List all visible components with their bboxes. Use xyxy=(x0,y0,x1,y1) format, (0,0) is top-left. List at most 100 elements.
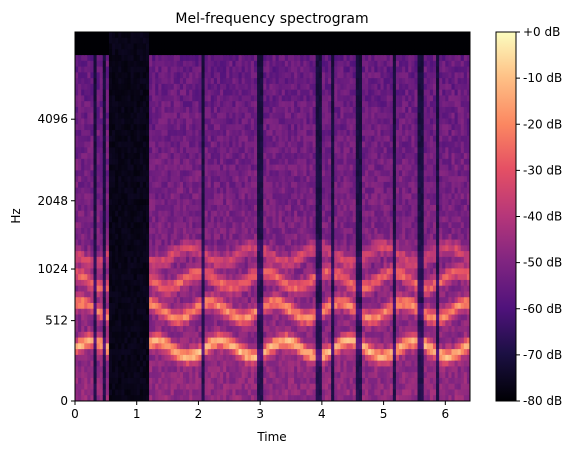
heatmap-cell xyxy=(173,55,178,62)
heatmap-cell xyxy=(260,326,264,333)
heatmap-cell xyxy=(210,95,215,102)
heatmap-cell xyxy=(84,130,88,137)
heatmap-cell xyxy=(235,43,240,50)
heatmap-cell xyxy=(272,49,277,56)
heatmap-cell xyxy=(133,118,138,125)
heatmap-cell xyxy=(297,72,301,79)
heatmap-cell xyxy=(176,279,181,287)
heatmap-cell xyxy=(192,279,196,287)
heatmap-cell xyxy=(226,308,230,316)
heatmap-cell xyxy=(266,170,271,177)
heatmap-cell xyxy=(173,291,178,298)
heatmap-cell xyxy=(149,349,153,356)
heatmap-cell xyxy=(201,135,206,143)
heatmap-cell xyxy=(275,176,280,183)
heatmap-cell xyxy=(260,274,264,281)
heatmap-cell xyxy=(213,101,218,108)
heatmap-cell xyxy=(105,395,110,401)
heatmap-cell xyxy=(306,147,311,154)
heatmap-cell xyxy=(247,124,252,131)
heatmap-cell xyxy=(300,302,304,310)
heatmap-cell xyxy=(179,204,184,212)
heatmap-cell xyxy=(87,354,92,362)
heatmap-cell xyxy=(99,204,104,212)
heatmap-cell xyxy=(118,251,122,258)
heatmap-cell xyxy=(272,187,277,195)
heatmap-cell xyxy=(263,187,267,195)
heatmap-cell xyxy=(192,170,196,177)
heatmap-cell xyxy=(161,383,166,391)
heatmap-cell xyxy=(142,204,147,212)
heatmap-cell xyxy=(247,118,252,125)
heatmap-cell xyxy=(284,216,289,223)
heatmap-cell xyxy=(220,389,224,396)
heatmap-cell xyxy=(75,377,79,385)
heatmap-cell xyxy=(108,66,113,73)
heatmap-cell xyxy=(275,72,280,79)
heatmap-cell xyxy=(173,210,178,218)
heatmap-cell xyxy=(149,43,153,50)
heatmap-cell xyxy=(223,204,227,212)
heatmap-cell xyxy=(90,112,95,120)
heatmap-cell xyxy=(84,349,88,356)
heatmap-cell xyxy=(127,222,132,229)
heatmap-cell xyxy=(189,256,193,264)
heatmap-cell xyxy=(201,251,206,258)
heatmap-cell xyxy=(96,268,101,275)
heatmap-cell xyxy=(133,72,138,79)
heatmap-cell xyxy=(112,158,116,166)
heatmap-cell xyxy=(186,72,190,79)
heatmap-cell xyxy=(213,354,218,362)
heatmap-cell xyxy=(198,302,203,310)
heatmap-cell xyxy=(90,389,95,396)
heatmap-cell xyxy=(300,106,304,114)
heatmap-cell xyxy=(291,89,295,97)
heatmap-cell xyxy=(87,337,92,344)
heatmap-cell xyxy=(179,106,184,114)
heatmap-cell xyxy=(281,383,286,391)
heatmap-cell xyxy=(136,274,141,281)
heatmap-cell xyxy=(210,256,215,264)
heatmap-cell xyxy=(300,101,304,108)
heatmap-cell xyxy=(220,170,224,177)
heatmap-cell xyxy=(306,245,311,252)
heatmap-cell xyxy=(232,101,237,108)
heatmap-cell xyxy=(75,66,79,73)
heatmap-cell xyxy=(87,55,92,62)
heatmap-cell xyxy=(173,360,178,368)
heatmap-cell xyxy=(257,204,261,212)
heatmap-cell xyxy=(105,331,110,339)
heatmap-cell xyxy=(170,274,175,281)
heatmap-cell xyxy=(127,228,132,235)
heatmap-cell xyxy=(235,141,240,148)
heatmap-cell xyxy=(87,83,92,91)
heatmap-cell xyxy=(158,337,163,344)
heatmap-cell xyxy=(201,297,206,304)
heatmap-cell xyxy=(232,141,237,148)
heatmap-cell xyxy=(115,101,119,108)
heatmap-cell xyxy=(232,302,237,310)
heatmap-cell xyxy=(269,49,274,56)
heatmap-cell xyxy=(238,326,243,333)
heatmap-cell xyxy=(195,153,200,160)
heatmap-cell xyxy=(278,204,283,212)
heatmap-cell xyxy=(303,239,308,246)
heatmap-cell xyxy=(291,83,295,91)
heatmap-cell xyxy=(81,164,85,171)
heatmap-cell xyxy=(192,297,196,304)
heatmap-cell xyxy=(189,55,193,62)
heatmap-cell xyxy=(164,199,169,206)
heatmap-cell xyxy=(220,331,224,339)
heatmap-cell xyxy=(244,66,249,73)
heatmap-cell xyxy=(278,147,283,154)
heatmap-cell xyxy=(142,354,147,362)
heatmap-cell xyxy=(115,181,119,189)
heatmap-cell xyxy=(216,147,221,154)
heatmap-cell xyxy=(250,66,255,73)
heatmap-cell xyxy=(297,153,301,160)
heatmap-cell xyxy=(87,326,92,333)
heatmap-cell xyxy=(238,233,243,241)
heatmap-cell xyxy=(118,72,122,79)
heatmap-cell xyxy=(78,55,82,62)
